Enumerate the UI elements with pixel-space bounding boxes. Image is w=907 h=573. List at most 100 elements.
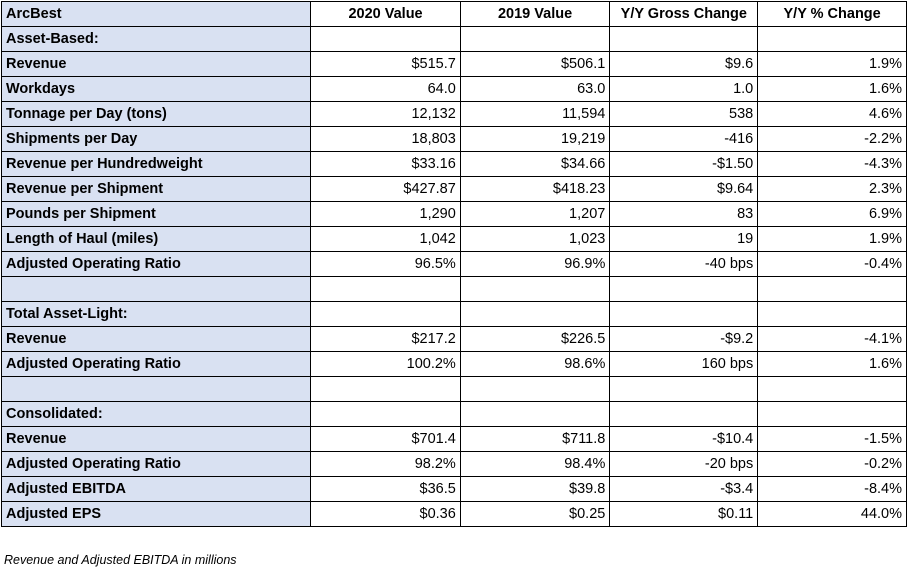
row-label: Adjusted Operating Ratio [0,251,312,277]
gross-change [609,26,759,52]
value-2020 [310,26,461,52]
row-label: Total Asset-Light: [0,301,312,327]
gross-change [609,401,759,427]
row-label: Adjusted EPS [0,501,312,527]
value-2020: 96.5% [310,251,461,277]
table-row: Workdays 64.0 63.0 1.0 1.6% [0,76,907,102]
row-label: Revenue [0,326,312,352]
header-row: ArcBest 2020 Value 2019 Value Y/Y Gross … [0,1,907,27]
value-2020 [310,376,461,402]
table-row: Adjusted EPS $0.36 $0.25 $0.11 44.0% [0,501,907,527]
table-row: Length of Haul (miles) 1,042 1,023 19 1.9% [0,226,907,252]
table-row: Consolidated: [0,401,907,427]
table-row [0,376,907,402]
pct-change: -1.5% [757,426,907,452]
pct-change: -2.2% [757,126,907,152]
gross-change: $9.64 [609,176,759,202]
pct-change: -8.4% [757,476,907,502]
value-2020: $217.2 [310,326,461,352]
gross-change: $0.11 [609,501,759,527]
value-2019: $39.8 [459,476,611,502]
value-2020: 12,132 [310,101,461,127]
value-2020: 18,803 [310,126,461,152]
footnote: Revenue and Adjusted EBITDA in millions [4,553,237,567]
value-2020: $515.7 [310,51,461,77]
row-label [0,276,312,302]
table-row: Shipments per Day 18,803 19,219 -416 -2.2% [0,126,907,152]
table-body: ArcBest 2020 Value 2019 Value Y/Y Gross … [0,1,907,527]
value-2020 [310,276,461,302]
gross-change: 83 [609,201,759,227]
value-2019 [459,26,611,52]
pct-change [757,26,907,52]
value-2019: 96.9% [459,251,611,277]
gross-change [609,301,759,327]
gross-change: 19 [609,226,759,252]
pct-change: 2.3% [757,176,907,202]
gross-change [609,376,759,402]
row-label [0,376,312,402]
arcbest-metrics-table: ArcBest 2020 Value 2019 Value Y/Y Gross … [0,1,907,527]
row-label: Pounds per Shipment [0,201,312,227]
value-2020: $36.5 [310,476,461,502]
value-2019: 1,207 [459,201,611,227]
row-label: Adjusted EBITDA [0,476,312,502]
table-row: Revenue $217.2 $226.5 -$9.2 -4.1% [0,326,907,352]
value-2019: 11,594 [459,101,611,127]
table-row: Revenue per Hundredweight $33.16 $34.66 -$1… [0,151,907,177]
row-label: Length of Haul (miles) [0,226,312,252]
table-row: Asset-Based: [0,26,907,52]
row-label: Adjusted Operating Ratio [0,451,312,477]
value-2019: 19,219 [459,126,611,152]
table-row: Pounds per Shipment 1,290 1,207 83 6.9% [0,201,907,227]
header-gross-change: Y/Y Gross Change [609,1,759,27]
pct-change [757,401,907,427]
gross-change: 160 bps [609,351,759,377]
value-2019: $418.23 [459,176,611,202]
value-2020: $701.4 [310,426,461,452]
row-label: Workdays [0,76,312,102]
table-row: Tonnage per Day (tons) 12,132 11,594 538 4.6… [0,101,907,127]
header-2020-value: 2020 Value [310,1,461,27]
table-row: Total Asset-Light: [0,301,907,327]
value-2019: $34.66 [459,151,611,177]
pct-change: 1.6% [757,351,907,377]
value-2019 [459,276,611,302]
pct-change: -4.1% [757,326,907,352]
gross-change: -416 [609,126,759,152]
row-label: Revenue [0,426,312,452]
table-row: Adjusted Operating Ratio 96.5% 96.9% -40 bp… [0,251,907,277]
row-label: Shipments per Day [0,126,312,152]
value-2020: 100.2% [310,351,461,377]
value-2020: 64.0 [310,76,461,102]
value-2019: $506.1 [459,51,611,77]
value-2019: 63.0 [459,76,611,102]
table-row: Adjusted Operating Ratio 98.2% 98.4% -20 bp… [0,451,907,477]
value-2019: 1,023 [459,226,611,252]
gross-change: -$10.4 [609,426,759,452]
value-2019 [459,376,611,402]
header-company: ArcBest [0,1,312,27]
gross-change: 1.0 [609,76,759,102]
row-label: Consolidated: [0,401,312,427]
value-2019: 98.6% [459,351,611,377]
value-2020 [310,401,461,427]
pct-change: 1.9% [757,226,907,252]
pct-change: -0.2% [757,451,907,477]
row-label: Tonnage per Day (tons) [0,101,312,127]
header-pct-change: Y/Y % Change [757,1,907,27]
pct-change [757,276,907,302]
value-2019 [459,301,611,327]
gross-change: -40 bps [609,251,759,277]
row-label: Adjusted Operating Ratio [0,351,312,377]
pct-change: -0.4% [757,251,907,277]
pct-change: 1.6% [757,76,907,102]
value-2020: 1,042 [310,226,461,252]
value-2020: $0.36 [310,501,461,527]
gross-change: -20 bps [609,451,759,477]
gross-change: $9.6 [609,51,759,77]
table-row: Adjusted EBITDA $36.5 $39.8 -$3.4 -8.4% [0,476,907,502]
row-label: Revenue per Hundredweight [0,151,312,177]
value-2020: $33.16 [310,151,461,177]
gross-change: -$9.2 [609,326,759,352]
